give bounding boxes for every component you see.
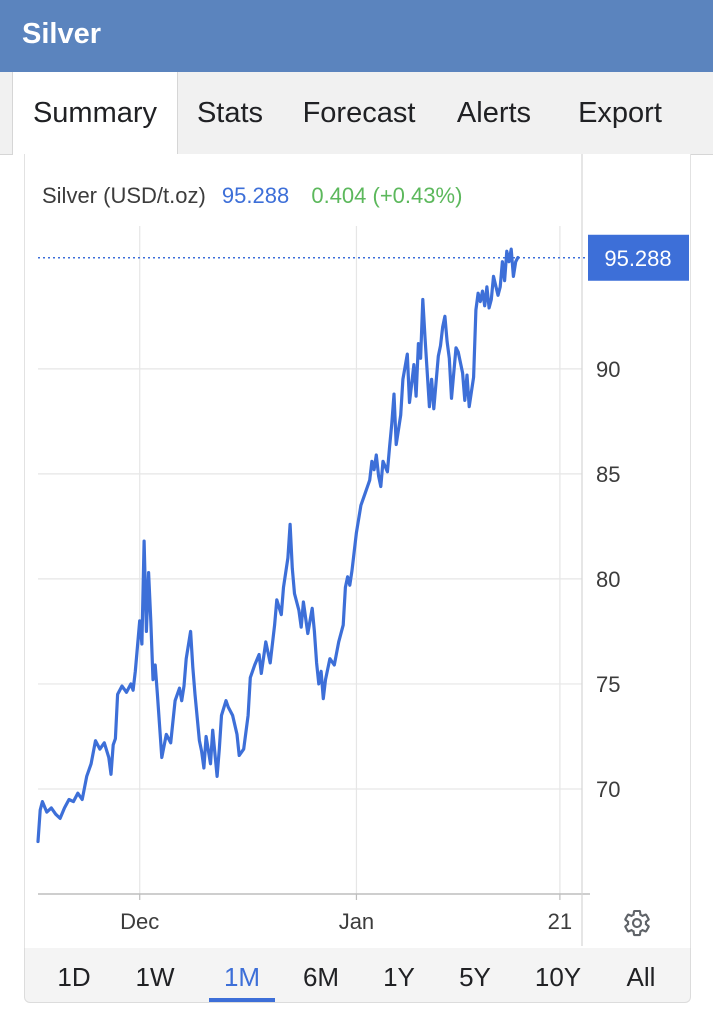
y-tick-label-80: 80 — [596, 567, 620, 592]
range-10y[interactable]: 10Y — [534, 962, 582, 992]
range-1m[interactable]: 1M — [209, 948, 275, 1002]
app-title: Silver — [22, 18, 101, 50]
price-change: 0.404 (+0.43%) — [311, 183, 463, 208]
instrument-name: Silver (USD/t.oz) — [42, 183, 206, 208]
y-tick-label-70: 70 — [596, 777, 620, 802]
chart-panel — [24, 154, 691, 948]
range-5y[interactable]: 5Y — [459, 962, 491, 992]
range-selector: 1D 1W 1M 6M 1Y 5Y 10Y All — [24, 948, 691, 1003]
tab-export[interactable]: Export — [578, 97, 662, 129]
series-line-0 — [36, 247, 520, 844]
x-tick-label-2: 21 — [548, 909, 572, 934]
quote-header: Silver (USD/t.oz) 95.288 0.404 (+0.43%) — [42, 183, 462, 209]
tab-alerts[interactable]: Alerts — [456, 97, 532, 129]
price-series — [36, 247, 520, 844]
y-tick-label-75: 75 — [596, 672, 620, 697]
last-price-tag-box — [588, 234, 689, 281]
range-6m[interactable]: 6M — [302, 962, 340, 992]
tab-forecast[interactable]: Forecast — [302, 97, 416, 129]
current-price: 95.288 — [221, 183, 290, 208]
x-tick-label-1: Jan — [339, 909, 374, 934]
last-price-tag: 95.288 — [38, 234, 689, 281]
title-bar: Silver — [0, 0, 713, 72]
tab-summary[interactable]: Summary — [12, 72, 178, 155]
axes: 70 75 80 85 90 Dec Jan 21 — [38, 154, 620, 946]
gear-icon[interactable] — [622, 908, 652, 938]
grid — [38, 226, 582, 894]
y-tick-label-85: 85 — [596, 462, 620, 487]
tab-bar: Summary Stats Forecast Alerts Export — [0, 72, 713, 155]
x-tick-label-0: Dec — [120, 909, 159, 934]
tab-stats[interactable]: Stats — [196, 97, 264, 129]
y-tick-label-90: 90 — [596, 357, 620, 382]
range-all[interactable]: All — [626, 962, 656, 992]
range-1y[interactable]: 1Y — [383, 962, 415, 992]
last-price-tag-label: 95.288 — [604, 246, 671, 271]
range-1w[interactable]: 1W — [135, 962, 175, 992]
range-1d[interactable]: 1D — [57, 962, 91, 992]
